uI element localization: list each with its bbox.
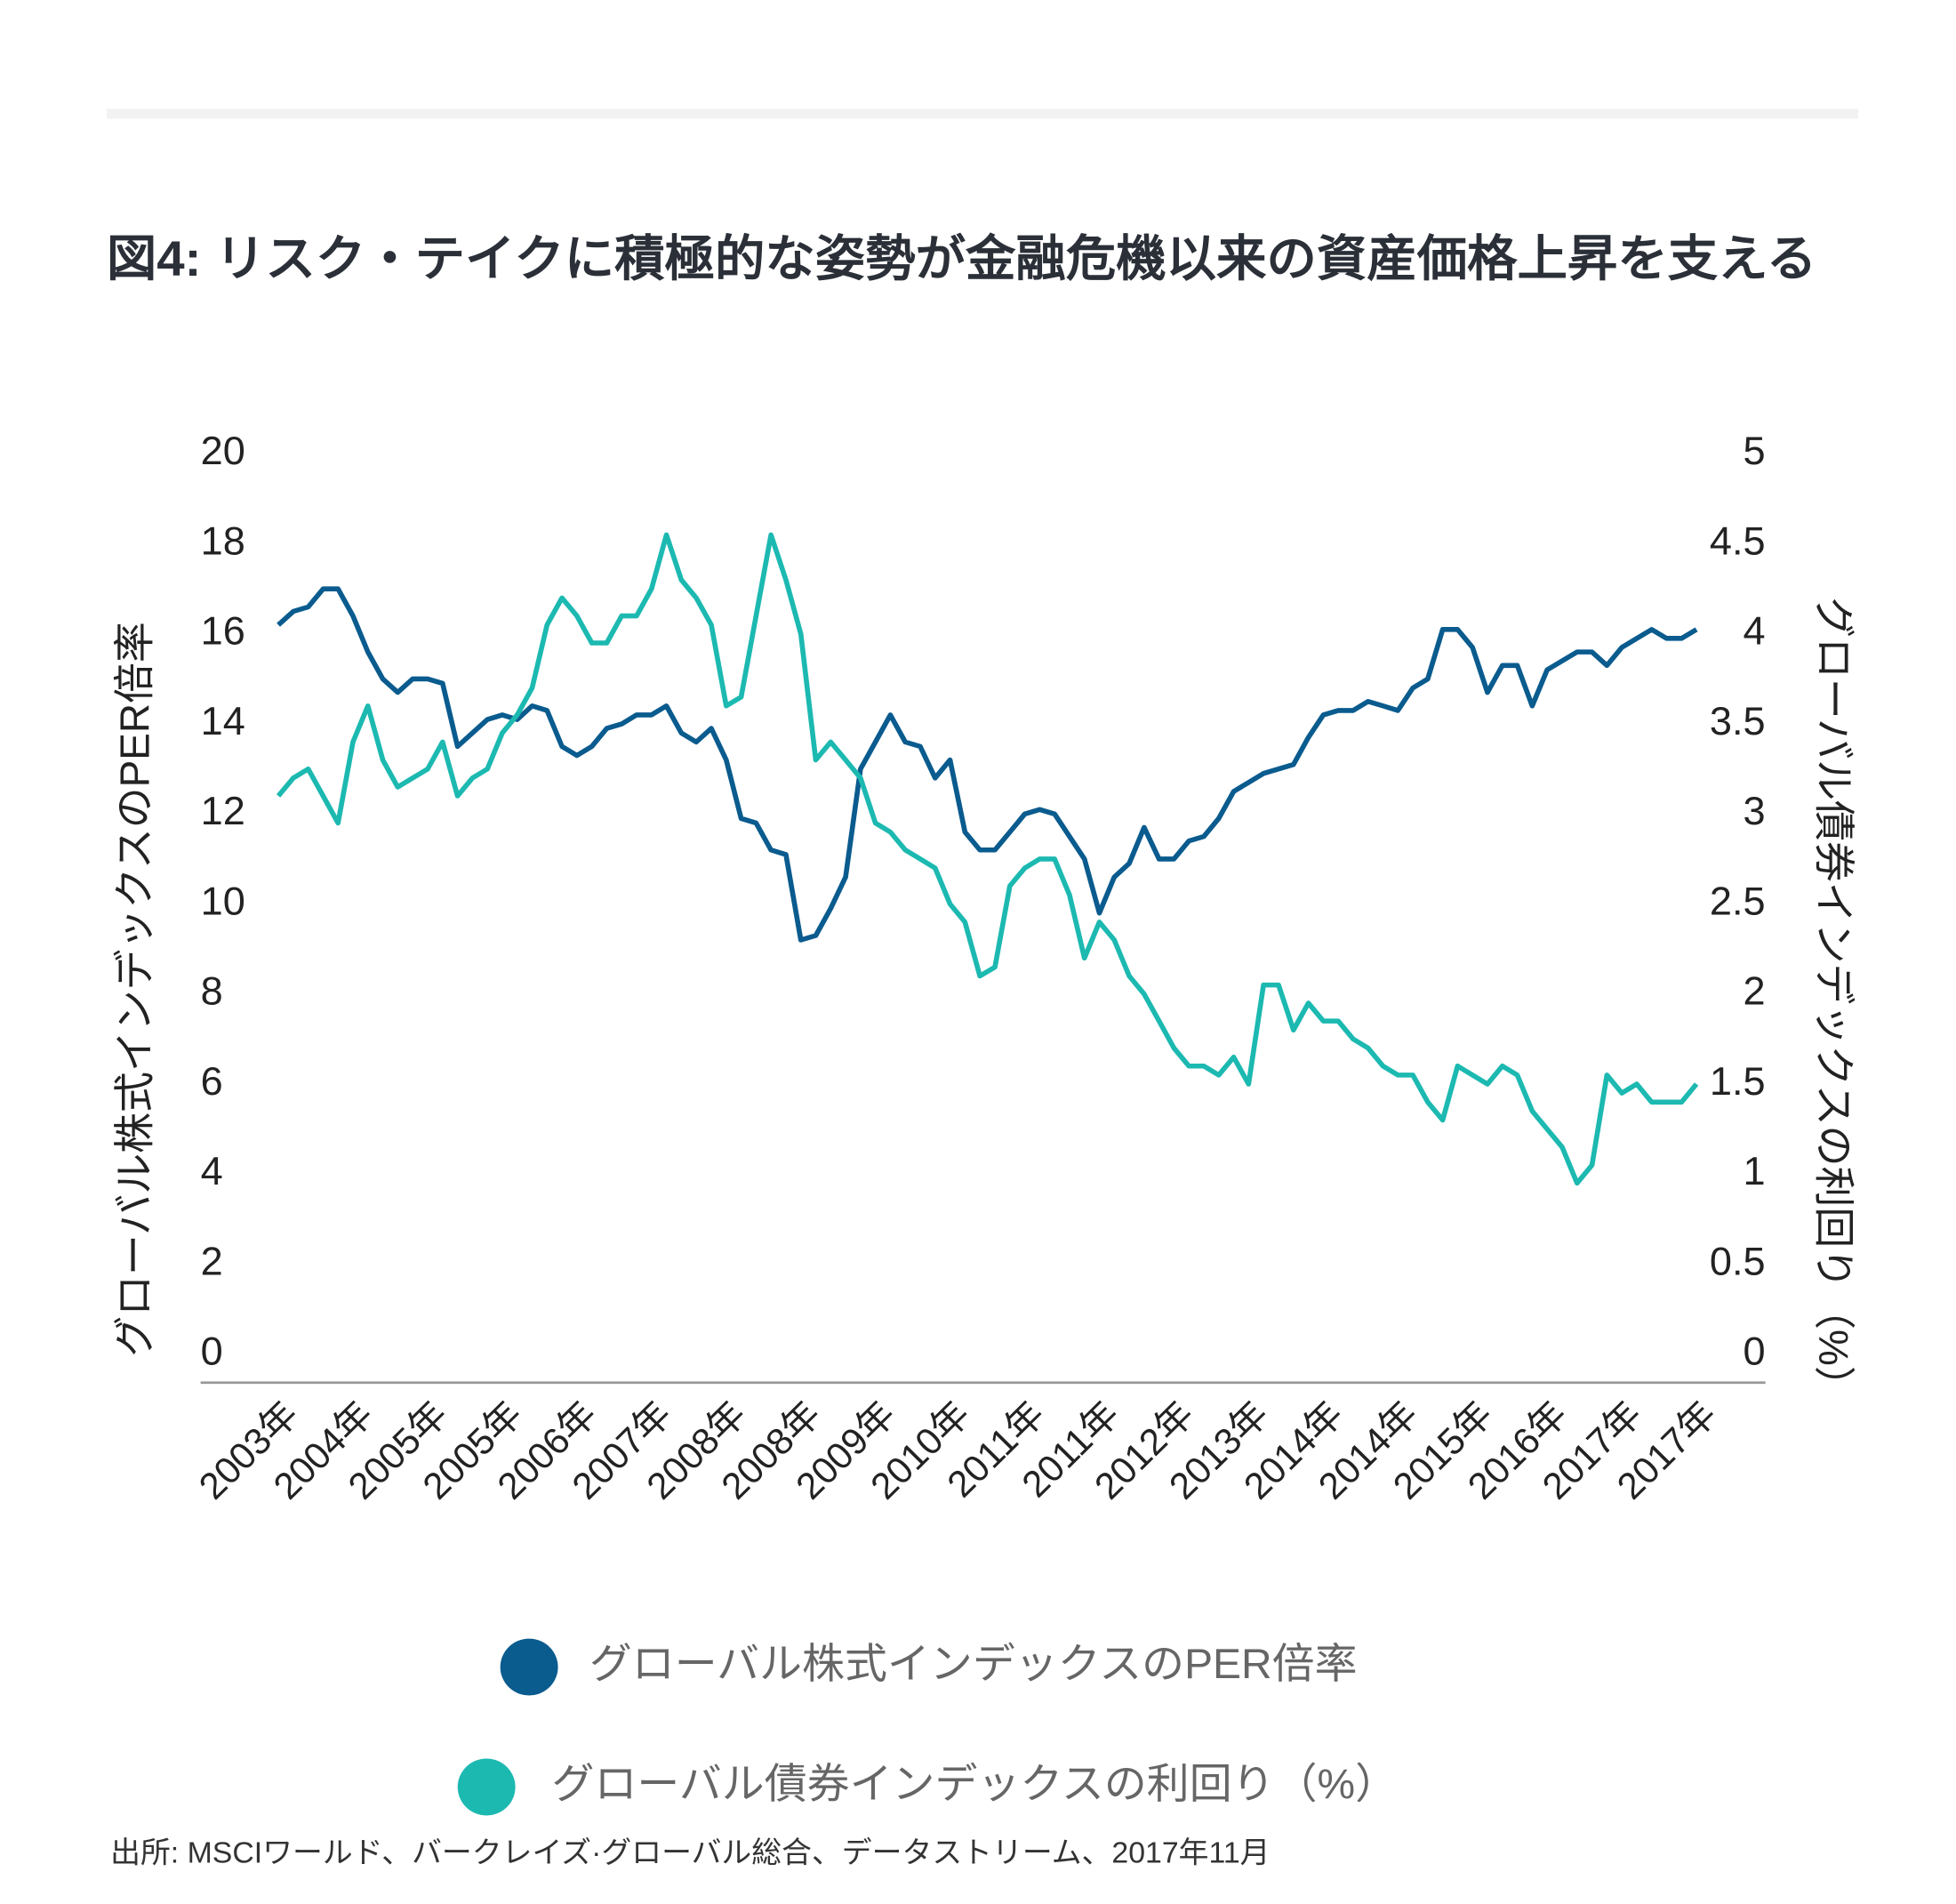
- y-tick-label: 2: [201, 1240, 223, 1284]
- y2-tick-label: 5: [1744, 429, 1766, 473]
- source: 出所: MSCIワールド、バークレイズ·グローバル総合、データストリーム、201…: [110, 1836, 1270, 1870]
- legend-swatch: [500, 1638, 558, 1696]
- y-tick-label: 0: [201, 1330, 223, 1374]
- y2-tick-label: 2: [1744, 969, 1766, 1014]
- y-tick-label: 20: [201, 429, 245, 473]
- y2-tick-label: 3.5: [1710, 699, 1766, 743]
- y2-tick-label: 4.5: [1710, 519, 1766, 564]
- legend-label: グローバル株式インデックスのPER倍率: [589, 1641, 1358, 1688]
- y-tick-label: 18: [201, 519, 245, 564]
- y-tick-label: 12: [201, 789, 245, 833]
- legend-label: グローバル債券インデックスの利回り（%）: [552, 1761, 1399, 1808]
- top-bar: [106, 108, 1858, 119]
- y2-tick-label: 1: [1744, 1149, 1766, 1193]
- legend-swatch: [457, 1758, 516, 1816]
- y-tick-label: 16: [201, 609, 245, 654]
- y2-tick-label: 4: [1744, 609, 1766, 654]
- y-tick-label: 4: [201, 1149, 223, 1193]
- y-tick-label: 8: [201, 969, 223, 1014]
- y2-tick-label: 3: [1744, 789, 1766, 833]
- series-line: [276, 532, 1699, 1186]
- y2-tick-label: 2.5: [1710, 880, 1766, 924]
- y-axis-label: グローバル株式インデックスのPER倍率: [111, 622, 157, 1357]
- y-tick-label: 6: [201, 1059, 223, 1104]
- y2-tick-label: 0: [1744, 1330, 1766, 1374]
- y2-tick-label: 1.5: [1710, 1059, 1766, 1104]
- y2-tick-label: 0.5: [1710, 1240, 1766, 1284]
- chart-title: 図4: リスク・テイクに積極的な姿勢が金融危機以来の資産価格上昇を支える: [106, 232, 1817, 287]
- y-tick-label: 10: [201, 880, 245, 924]
- y2-axis-label: グローバル債券インデックスの利回り（%）: [1811, 597, 1857, 1407]
- title-box: 図4: リスク・テイクに積極的な姿勢が金融危機以来の資産価格上昇を支える: [106, 232, 1817, 287]
- y-tick-label: 14: [201, 699, 245, 743]
